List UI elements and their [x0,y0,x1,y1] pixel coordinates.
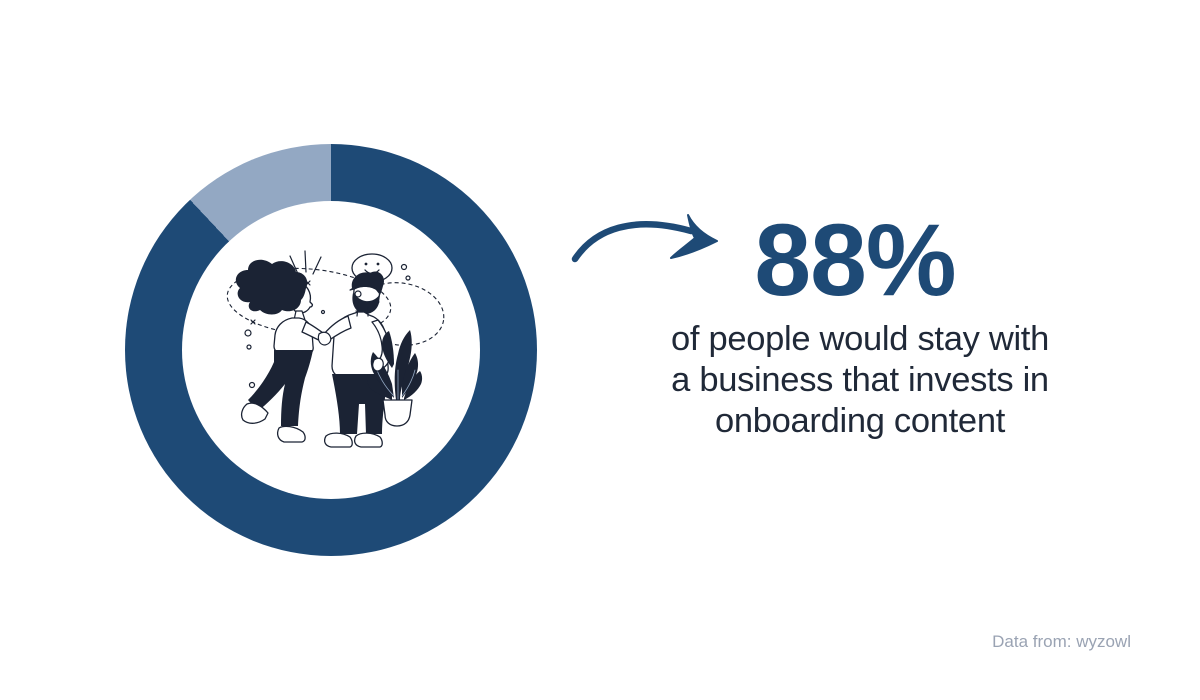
potted-plant [366,330,423,427]
curved-arrow-right-icon [565,203,730,269]
decor-sparkles [244,250,411,389]
handshake-illustration-svg [226,250,445,448]
donut-chart-ring [125,144,537,556]
stat-description-line-3: onboarding content [714,402,1005,440]
stat-description-line-1: of people would stay with [671,320,1049,358]
donut-chart-hole [182,201,480,499]
stat-description-line-2: a business that invests in [671,361,1049,399]
handshake-people-illustration [222,248,462,460]
source-credit: Data from: wyzowl [992,632,1131,651]
dashed-ellipse-right [355,282,445,346]
stat-description: of people would stay with a business tha… [610,319,1110,442]
stat-value: 88% [754,203,956,317]
handshake-hands [317,331,332,346]
woman-figure [235,259,327,443]
